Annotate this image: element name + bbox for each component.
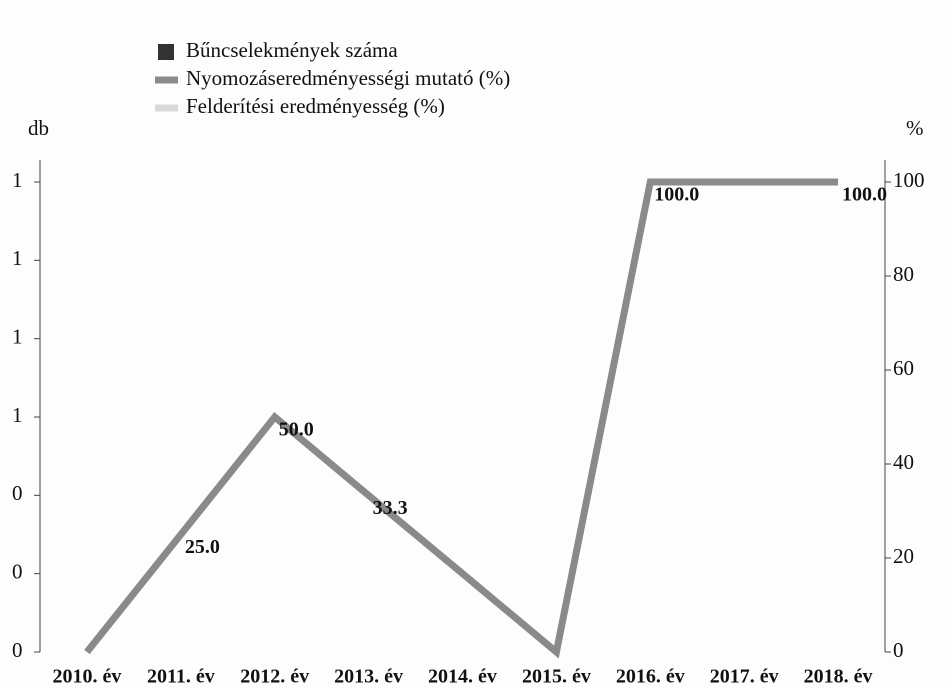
data-label: 33.3 — [373, 497, 408, 519]
y2-tick-label: 60 — [893, 356, 914, 380]
y2-axis-label: % — [906, 116, 924, 140]
legend-label: Felderítési eredményesség (%) — [186, 94, 445, 118]
y-tick-label: 0 — [12, 638, 23, 662]
legend-swatch — [158, 44, 174, 60]
y2-tick-label: 100 — [893, 168, 925, 192]
y-tick-label: 1 — [12, 324, 23, 348]
y2-tick-label: 0 — [893, 638, 904, 662]
x-tick-label: 2010. év — [52, 666, 121, 688]
x-tick-label: 2014. év — [428, 666, 497, 688]
y2-tick-label: 80 — [893, 262, 914, 286]
x-tick-label: 2016. év — [616, 666, 685, 688]
y-tick-label: 0 — [12, 481, 23, 505]
legend-label: Nyomozáseredményességi mutató (%) — [186, 66, 510, 90]
x-tick-label: 2017. év — [710, 666, 779, 688]
y2-tick-label: 20 — [893, 544, 914, 568]
legend-label: Bűncselekmények száma — [186, 38, 398, 62]
x-tick-label: 2015. év — [522, 666, 591, 688]
y-tick-label: 1 — [12, 168, 23, 192]
x-tick-label: 2012. év — [240, 666, 309, 688]
chart: db % 0 0 0 1 1 1 1 0 20 40 60 80 100 2010. év 2011. év… — [0, 0, 946, 689]
y-axis-label: db — [28, 116, 49, 140]
x-tick-label: 2011. év — [147, 666, 215, 688]
y-tick-label: 1 — [12, 246, 23, 270]
data-label: 50.0 — [279, 419, 314, 441]
y2-tick-label: 40 — [893, 450, 914, 474]
x-tick-label: 2018. év — [804, 666, 873, 688]
y-tick-label: 1 — [12, 403, 23, 427]
data-label: 100.0 — [842, 184, 887, 206]
data-label: 100.0 — [654, 184, 699, 206]
data-label: 25.0 — [185, 536, 220, 558]
x-tick-label: 2013. év — [334, 666, 403, 688]
y-tick-label: 0 — [12, 559, 23, 583]
